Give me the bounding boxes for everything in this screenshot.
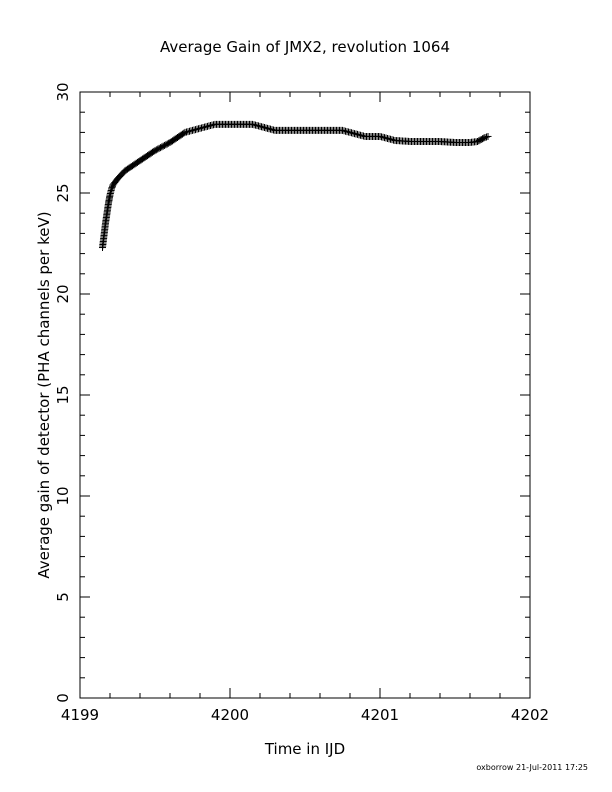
y-tick-label: 0 [54,693,72,703]
data-point [483,133,490,141]
x-tick-label: 4199 [61,706,99,724]
plot-frame [79,91,531,699]
y-tick-label: 30 [54,82,72,101]
x-tick-labels: 4199 4200 4201 4202 [61,706,549,724]
data-point [484,132,492,140]
y-tick-labels: 0 5 10 15 20 25 30 [54,82,72,702]
y-tick-label: 15 [54,385,72,404]
ticks [79,91,531,699]
y-tick-label: 5 [54,592,72,602]
y-axis-label: Average gain of detector (PHA channels p… [35,211,53,578]
chart-title: Average Gain of JMX2, revolution 1064 [160,38,450,56]
credit-footer: oxborrow 21-Jul-2011 17:25 [476,763,588,772]
y-tick-label: 20 [54,284,72,303]
x-axis-label: Time in IJD [264,740,345,758]
data-point [481,133,489,141]
x-tick-label: 4201 [361,706,399,724]
y-tick-label: 25 [54,183,72,202]
x-tick-label: 4200 [211,706,249,724]
data-points [99,120,492,252]
y-tick-label: 10 [54,486,72,505]
x-tick-label: 4202 [511,706,549,724]
